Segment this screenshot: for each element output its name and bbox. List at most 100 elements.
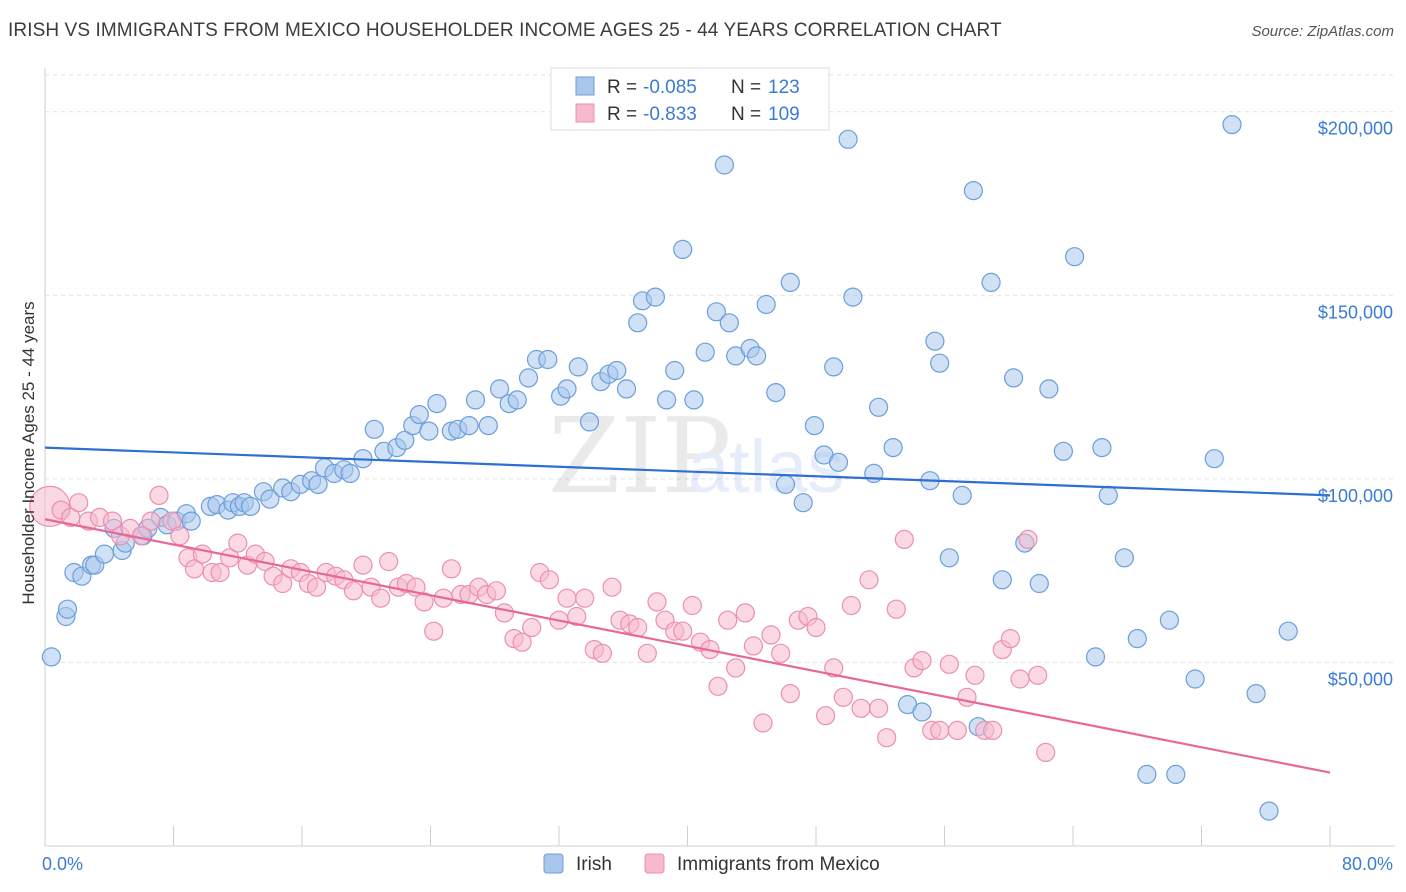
irish-point: [828, 452, 849, 472]
mexico-point: [424, 621, 444, 641]
irish-point: [838, 129, 858, 149]
irish-point: [883, 438, 903, 458]
mexico-point: [592, 643, 613, 663]
irish-point: [952, 485, 972, 505]
irish-point: [1039, 379, 1059, 399]
irish-point: [181, 511, 201, 531]
irish-point: [607, 360, 627, 381]
irish-point: [645, 287, 666, 307]
x-tick-label-start: 0.0%: [42, 854, 83, 874]
irish-point: [766, 383, 786, 403]
irish-point: [364, 419, 384, 439]
irish-point: [507, 390, 527, 410]
irish-point: [746, 346, 767, 366]
mexico-point: [637, 643, 657, 663]
mexico-point: [761, 625, 781, 645]
irish-point: [1246, 683, 1266, 704]
y-axis-title: Householder Income Ages 25 - 44 years: [19, 301, 38, 604]
mexico-point: [343, 581, 363, 601]
mexico-point: [815, 706, 836, 726]
irish-point: [579, 412, 600, 432]
mexico-point: [851, 698, 871, 718]
legend-n-value-1: 123: [768, 77, 800, 98]
y-tick-label: $200,000: [1318, 119, 1393, 139]
bottom-legend-label-irish: Irish: [576, 854, 612, 875]
axes: [44, 68, 1395, 847]
legend-n-value-2: 109: [768, 104, 800, 125]
mexico-point: [353, 555, 373, 575]
mexico-point: [912, 650, 932, 671]
mexico-point: [379, 551, 399, 572]
irish-point: [756, 294, 776, 315]
mexico-point: [575, 588, 595, 608]
mexico-point: [1000, 628, 1021, 649]
irish-point: [538, 349, 558, 370]
irish-point: [94, 544, 115, 564]
mexico-point: [512, 632, 532, 652]
y-tick-labels: $50,000 $100,000 $150,000 $200,000: [1318, 119, 1393, 690]
mexico-point: [647, 592, 667, 612]
mexico-point: [682, 595, 702, 616]
irish-point: [419, 421, 439, 441]
mexico-point: [102, 511, 123, 531]
mexico-point: [833, 687, 853, 707]
mexico-point: [780, 683, 800, 704]
irish-point: [1185, 669, 1205, 689]
irish-point: [793, 493, 813, 513]
mexico-point: [210, 562, 230, 583]
irish-point: [912, 702, 932, 722]
irish-point: [719, 313, 739, 333]
mexico-point: [886, 599, 906, 619]
irish-point: [1204, 449, 1224, 469]
irish-point: [340, 463, 360, 483]
legend-r-value-1: -0.085: [643, 77, 697, 98]
mexico-point: [162, 511, 182, 531]
mexico-point: [726, 658, 746, 678]
irish-point: [824, 357, 844, 377]
irish-point: [241, 496, 261, 516]
series-legend: Irish Immigrants from Mexico: [543, 853, 880, 875]
irish-point: [1114, 548, 1135, 568]
irish-point: [478, 416, 498, 436]
irish-point: [684, 390, 704, 410]
mexico-point: [69, 493, 89, 513]
mexico-point: [273, 573, 293, 594]
mexico-point: [957, 687, 977, 707]
mexico-point: [806, 617, 826, 638]
mexico-point: [939, 654, 959, 674]
legend-r-label-1: R =: [607, 77, 637, 98]
mexico-point: [771, 643, 791, 663]
irish-point: [1053, 441, 1074, 461]
mexico-point: [877, 728, 897, 748]
chart-title: IRISH VS IMMIGRANTS FROM MEXICO HOUSEHOL…: [8, 20, 1002, 41]
irish-point: [1222, 114, 1242, 135]
mexico-point: [708, 676, 728, 696]
irish-point: [714, 155, 735, 175]
irish-series: [41, 114, 1298, 821]
irish-point: [925, 331, 945, 351]
bottom-legend-label-mexico: Immigrants from Mexico: [677, 854, 880, 875]
irish-trend-line: [44, 446, 1331, 497]
irish-point: [843, 287, 863, 307]
irish-point: [395, 430, 415, 450]
mexico-point: [170, 526, 190, 546]
mexico-point: [1010, 669, 1030, 689]
mexico-point: [228, 533, 248, 553]
mexico-point: [930, 720, 950, 741]
irish-point: [804, 416, 825, 436]
irish-point: [260, 489, 280, 509]
correlation-legend: R = -0.085 N = 123 R = -0.833 N = 109: [550, 67, 830, 131]
irish-point: [695, 342, 715, 362]
irish-point: [1029, 573, 1049, 594]
irish-point: [1064, 247, 1085, 267]
mexico-point: [1036, 742, 1056, 763]
legend-swatch-mexico: [575, 103, 595, 123]
bottom-legend-swatch-irish: [543, 853, 564, 874]
irish-point: [41, 647, 62, 667]
mexico-point: [947, 720, 967, 741]
mexico-point: [743, 636, 764, 656]
irish-point: [1127, 628, 1147, 649]
irish-point: [459, 416, 479, 436]
mexico-point: [841, 595, 861, 616]
